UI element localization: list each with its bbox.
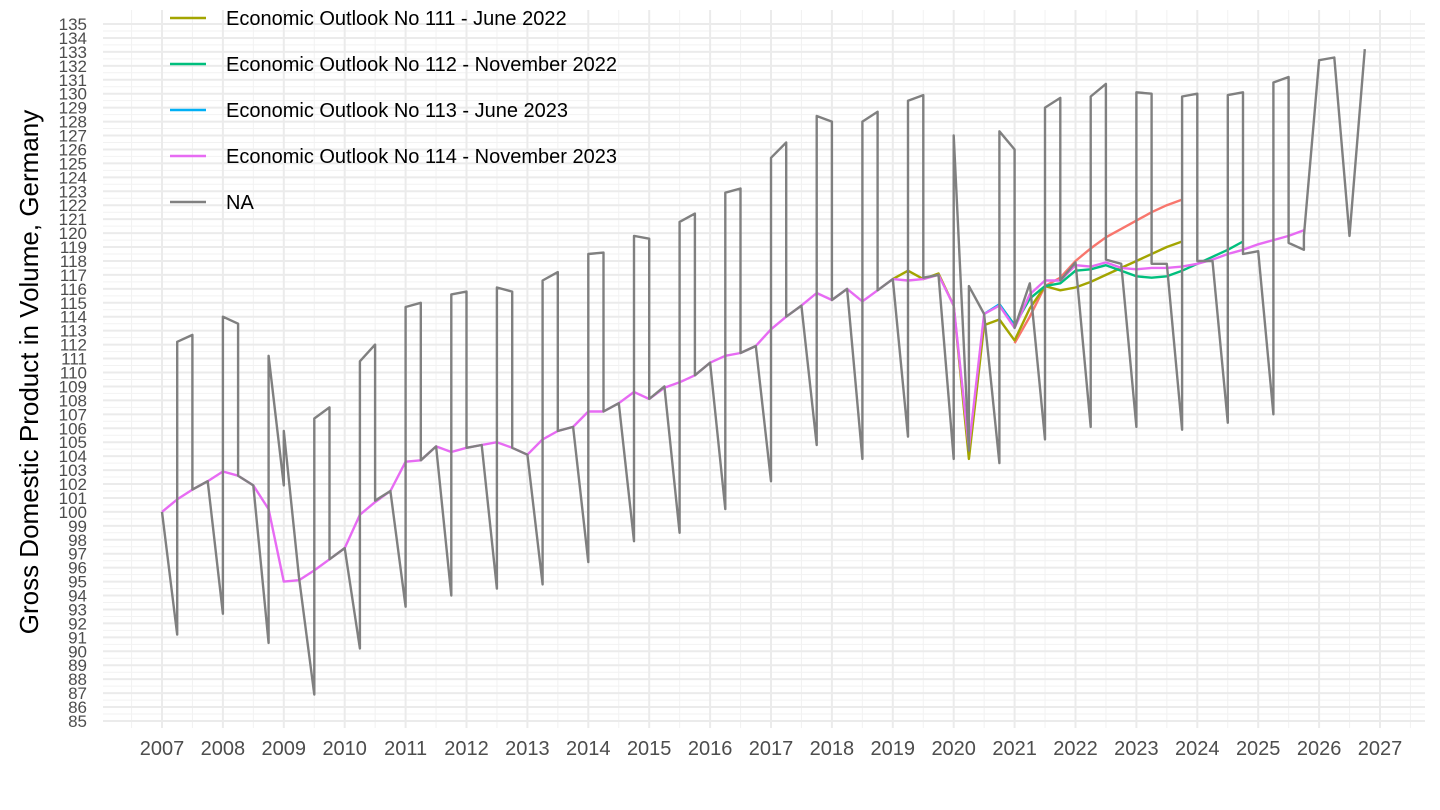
grid-major: [103, 10, 1425, 728]
y-tick-label: 95: [68, 573, 87, 592]
y-tick-label: 123: [59, 182, 87, 201]
y-tick-label: 107: [59, 405, 87, 424]
x-tick-label: 2015: [627, 738, 672, 760]
y-tick-label: 122: [59, 196, 87, 215]
y-tick-label: 92: [68, 614, 87, 633]
y-tick-label: 105: [59, 433, 87, 452]
legend: Economic Outlook No 111 - June 2022 Econ…: [170, 8, 617, 214]
y-tick-label: 106: [59, 419, 87, 438]
y-tick-label: 103: [59, 461, 87, 480]
y-tick-label: 100: [59, 503, 87, 522]
legend-label: Economic Outlook No 112 - November 2022: [226, 54, 617, 76]
x-tick-label: 2024: [1175, 738, 1220, 760]
series-line-na: [160, 49, 1366, 696]
y-tick-label: 120: [59, 224, 87, 243]
x-tick-label: 2011: [384, 738, 427, 760]
legend-label: Economic Outlook No 114 - November 2023: [226, 146, 617, 168]
x-tick-label: 2014: [566, 738, 611, 760]
y-tick-label: 99: [68, 517, 87, 536]
x-tick-label: 2025: [1236, 738, 1281, 760]
y-tick-label: 109: [59, 377, 87, 396]
legend-label: Economic Outlook No 113 - June 2023: [226, 100, 568, 122]
y-tick-label: 116: [60, 280, 87, 299]
x-tick-label: 2012: [444, 738, 489, 760]
y-tick-label: 97: [68, 545, 87, 564]
y-tick-label: 98: [68, 531, 87, 550]
y-tick-label: 85: [68, 712, 87, 731]
x-tick-label: 2020: [931, 738, 976, 760]
y-tick-label: 134: [59, 29, 87, 48]
y-tick-label: 130: [59, 85, 87, 104]
x-tick-label: 2021: [992, 738, 1037, 760]
y-axis-label: Gross Domestic Product in Volume, German…: [14, 110, 44, 635]
y-tick-label: 110: [60, 364, 87, 383]
y-tick-label: 131: [59, 71, 87, 90]
y-tick-label: 115: [60, 294, 87, 313]
x-tick-label: 2010: [322, 738, 367, 760]
y-tick-label: 93: [68, 600, 87, 619]
x-tick-label: 2007: [140, 738, 185, 760]
y-tick-label: 86: [68, 698, 87, 717]
x-tick-label: 2017: [749, 738, 794, 760]
legend-item: Economic Outlook No 113 - June 2023: [170, 100, 568, 122]
x-axis-ticks: 2007 2008 2009 2010 2011 2012 2013 2014 2015 2016…: [140, 738, 1403, 760]
grid-minor: [103, 10, 1425, 728]
x-tick-label: 2013: [505, 738, 550, 760]
y-tick-label: 117: [60, 266, 87, 285]
y-tick-label: 135: [59, 15, 87, 34]
y-tick-label: 132: [59, 57, 87, 76]
y-tick-label: 113: [60, 322, 87, 341]
x-tick-label: 2016: [688, 738, 733, 760]
y-tick-label: 121: [59, 210, 87, 229]
y-tick-label: 102: [59, 475, 87, 494]
x-tick-label: 2026: [1297, 738, 1342, 760]
series-layer: [160, 49, 1366, 696]
y-tick-label: 89: [68, 656, 87, 675]
y-tick-label: 124: [59, 168, 87, 187]
y-tick-label: 125: [59, 154, 87, 173]
x-tick-label: 2008: [201, 738, 246, 760]
y-tick-label: 101: [59, 489, 87, 508]
y-tick-label: 112: [60, 336, 87, 355]
y-tick-label: 94: [68, 587, 87, 606]
y-tick-label: 87: [68, 684, 87, 703]
y-tick-label: 119: [60, 238, 87, 257]
x-tick-label: 2022: [1053, 738, 1098, 760]
legend-item: Economic Outlook No 112 - November 2022: [170, 54, 617, 76]
y-tick-label: 91: [68, 628, 87, 647]
y-tick-label: 108: [59, 391, 87, 410]
y-tick-label: 114: [60, 308, 87, 327]
x-tick-label: 2009: [262, 738, 307, 760]
x-tick-label: 2019: [871, 738, 916, 760]
y-tick-label: 133: [59, 43, 87, 62]
x-tick-label: 2027: [1358, 738, 1403, 760]
legend-item: NA: [170, 192, 254, 214]
y-tick-label: 128: [59, 113, 87, 132]
y-tick-label: 129: [59, 99, 87, 118]
x-tick-label: 2018: [810, 738, 855, 760]
series-line-economic-outlook-no-114-november-2023: [161, 229, 1305, 583]
legend-label: Economic Outlook No 111 - June 2022: [226, 8, 567, 30]
y-tick-label: 111: [61, 350, 87, 369]
y-tick-label: 127: [59, 127, 87, 146]
legend-item: Economic Outlook No 114 - November 2023: [170, 146, 617, 168]
y-tick-label: 118: [60, 252, 87, 271]
y-tick-label: 90: [68, 642, 87, 661]
y-tick-label: 126: [59, 140, 87, 159]
x-tick-label: 2023: [1114, 738, 1159, 760]
legend-label: NA: [226, 192, 254, 214]
y-tick-label: 88: [68, 670, 87, 689]
legend-item: Economic Outlook No 111 - June 2022: [170, 8, 567, 30]
y-tick-label: 104: [59, 447, 87, 466]
y-tick-label: 96: [68, 559, 87, 578]
y-axis-ticks: 8586878889909192939495969798991001011021…: [59, 15, 87, 731]
